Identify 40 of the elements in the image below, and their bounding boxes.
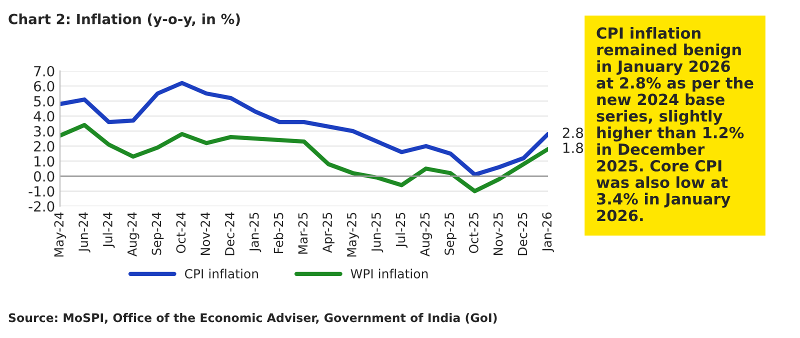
x-tick-label: May-24	[54, 212, 66, 257]
x-tick-label: Feb-25	[274, 212, 284, 254]
x-tick-label: Apr-25	[322, 212, 334, 253]
x-tick-label: Nov-25	[493, 212, 503, 255]
x-tick-label: Jun-25	[371, 212, 384, 252]
x-tick-label: Jan-25	[249, 212, 262, 252]
x-tick-label: May-25	[346, 212, 359, 257]
y-tick-label: 2.0	[34, 141, 54, 152]
y-tick-label: 3.0	[34, 126, 54, 137]
line-series	[60, 80, 548, 177]
legend-label: WPI inflation	[350, 268, 428, 278]
x-tick-label: Aug-24	[127, 212, 140, 256]
y-tick-label: 1.0	[34, 156, 54, 167]
x-tick-label: Sep-25	[444, 212, 456, 255]
y-tick-label: 5.0	[34, 96, 54, 106]
source-note: Source: MoSPI, Office of the Economic Adviser, Government of India (GoI)	[8, 313, 497, 324]
legend-label: CPI inflation	[184, 268, 258, 278]
chart-title: Chart 2: Inflation (y-o-y, in %)	[8, 14, 240, 28]
y-tick-label: 6.0	[34, 80, 54, 92]
y-tick-label: 0.0	[34, 171, 54, 182]
y-tick-label: -2.0	[28, 201, 54, 212]
x-tick-label: Dec-25	[518, 212, 528, 256]
y-tick-label: 4.0	[34, 111, 54, 122]
text: CPI inflation remained benign in January 2026 at 2.8% as per the new 2024 base series, slightly higher than 1.2% in December 2025. Core CPI was also low at 3.4% in January 2026.	[596, 27, 754, 222]
y-tick-label: -1.0	[28, 186, 54, 197]
line-series	[60, 122, 548, 194]
x-tick-label: Sep-24	[152, 212, 164, 255]
x-tick-label: Jul-24	[102, 212, 115, 248]
x-tick-label: Nov-24	[200, 212, 210, 255]
x-tick-label: Jun-24	[78, 212, 90, 252]
data-label: 2.8	[562, 128, 584, 138]
x-tick-label: Oct-25	[468, 212, 478, 254]
x-tick-label: Dec-24	[224, 212, 234, 256]
x-tick-label: Oct-24	[176, 212, 186, 254]
x-tick-label: Aug-25	[420, 212, 432, 256]
x-tick-label: Mar-25	[298, 212, 308, 254]
x-tick-label: Jan-26	[542, 212, 554, 252]
data-label: 1.8	[563, 142, 584, 154]
y-tick-label: 7.0	[34, 66, 54, 76]
x-tick-label: Jul-25	[396, 212, 408, 248]
